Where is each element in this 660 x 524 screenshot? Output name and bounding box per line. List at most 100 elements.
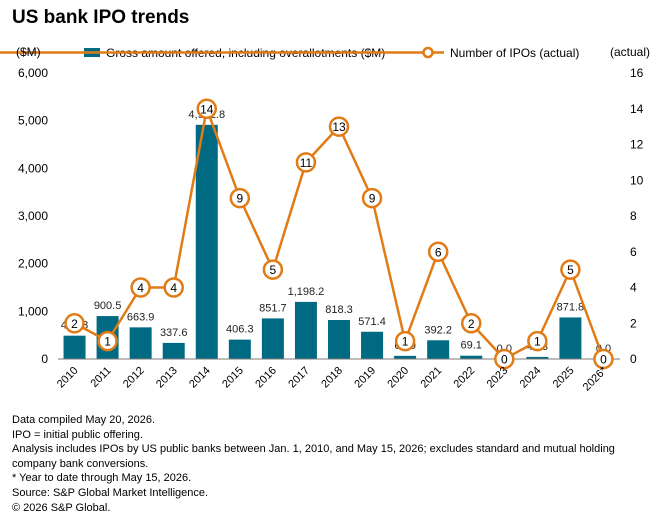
ipo-count-label: 4 [170,281,177,295]
ipo-count-marker [593,348,614,370]
bar-value-labels: 489.3900.5663.9337.64,912.8406.3851.71,1… [61,109,611,355]
y-left-axis-label: ($M) [16,45,41,59]
x-tick-label: 2025 [551,365,577,391]
bar-value-label: 871.8 [557,301,585,313]
ipo-count-label: 5 [270,263,277,277]
ipo-count-marker [328,116,350,137]
y-left-tick-label: 6,000 [18,66,48,80]
y-left-tick-label: 1,000 [18,304,48,318]
ipo-count-label: 9 [369,192,376,206]
bar-value-label: 571.4 [358,316,386,328]
ipo-count-marker [64,313,85,334]
ipo-count-label: 4 [137,281,144,295]
ipo-count-marker [560,259,581,280]
x-tick-label: 2022 [452,365,478,391]
bar-value-label: 851.7 [259,302,287,314]
legend-line-label: Number of IPOs (actual) [450,46,579,60]
ipo-count-label: 2 [71,317,78,331]
ipo-count-marker [361,187,383,209]
bars [63,124,582,359]
y-right-ticks: 0 2 4 6 8 10 12 14 16 [630,66,644,366]
ipo-count-marker [460,313,482,334]
footnote-compiled: Data compiled May 20, 2026. [12,414,156,426]
bar-value-label: 818.3 [325,304,353,316]
ipo-count-marker [527,330,548,352]
ipo-count-marker [196,98,218,119]
ipo-count-marker [295,152,317,173]
x-tick-label: 2019 [352,365,378,391]
x-tick-label: 2013 [154,365,180,391]
bar-value-label: 663.9 [127,311,155,323]
y-right-tick-label: 4 [630,281,637,295]
x-tick-label: 2024 [518,365,544,391]
footnote-copyright: © 2026 S&P Global. [12,501,111,514]
y-right-tick-label: 16 [630,66,644,80]
bar-value-label: 69.1 [461,340,482,352]
bar [162,342,185,359]
ipo-count-marker [262,259,284,280]
footnotes: Data compiled May 20, 2026. IPO = initia… [12,413,652,515]
bar [294,301,317,359]
y-left-tick-label: 4,000 [18,161,48,175]
legend: Gross amount offered, including overallo… [0,46,579,60]
y-right-tick-label: 14 [630,102,644,116]
bar-value-label: 900.5 [94,300,122,312]
bar-value-label: 392.2 [424,324,452,336]
x-tick-label: 2012 [121,365,147,391]
x-tick-label: 2017 [286,365,312,391]
x-tick-label: 2014 [187,365,213,391]
bar [394,355,417,359]
y-left-ticks: 0 1,000 2,000 3,000 4,000 5,000 6,000 [18,66,48,366]
y-right-tick-label: 10 [630,173,644,187]
chart-title: US bank IPO trends [12,7,190,28]
x-tick-label: 2010 [55,365,81,391]
ipo-count-marker [229,187,251,209]
bar [63,335,86,359]
ipo-count-marker [427,241,449,262]
ipo-count-label: 6 [435,245,442,259]
bar [361,331,384,359]
footnote-source: Source: S&P Global Market Intelligence. [12,486,209,499]
bar [427,340,450,359]
y-left-tick-label: 5,000 [18,114,48,128]
x-tick-label: 2016 [253,365,279,391]
ipo-count-label: 1 [402,335,409,349]
ipo-count-label: 9 [236,192,243,206]
footnote-ytd: * Year to date through May 15, 2026. [12,472,192,485]
x-tick-label: 2020 [385,365,411,391]
x-tick-label: 2015 [220,365,246,391]
y-right-axis-label: (actual) [610,45,650,59]
ipo-count-label: 2 [468,317,475,331]
y-right-tick-label: 0 [630,352,637,366]
ipo-count-label: 11 [300,156,313,170]
ipo-count-label: 0 [600,353,607,367]
legend-line-marker [422,46,434,59]
x-tick-label: 2011 [88,365,113,390]
bar-value-label: 1,198.2 [288,286,325,298]
y-left-tick-label: 2,000 [18,257,48,271]
bar-value-label: 337.6 [160,327,188,339]
y-right-tick-label: 8 [630,209,637,223]
bar [460,355,483,359]
bar [195,124,218,359]
x-tick-label: 2021 [418,365,444,391]
bar-value-label: 406.3 [226,324,254,336]
y-left-tick-label: 3,000 [18,209,48,223]
ipo-count-label: 5 [567,263,574,277]
y-right-tick-label: 2 [630,316,637,330]
bar [559,317,582,359]
footnote-ipo-definition: IPO = initial public offering. [12,428,143,441]
ipo-count-marker [97,330,118,352]
chart: Gross amount offered, including overallo… [0,45,650,393]
y-right-tick-label: 12 [630,138,644,152]
x-tick-labels: 2010 2011 2012 2013 2014 2015 2016 2017 2018 2019… [55,364,610,393]
y-left-tick-label: 0 [41,352,48,366]
bar [261,318,284,359]
ipo-count-marker [130,277,151,298]
bar [129,327,152,359]
ipo-count-label: 0 [501,353,508,367]
ipo-count-label: 14 [200,102,214,116]
footnote-analysis-scope: Analysis includes IPOs by US public bank… [12,443,615,470]
ipo-count-label: 1 [534,335,541,349]
